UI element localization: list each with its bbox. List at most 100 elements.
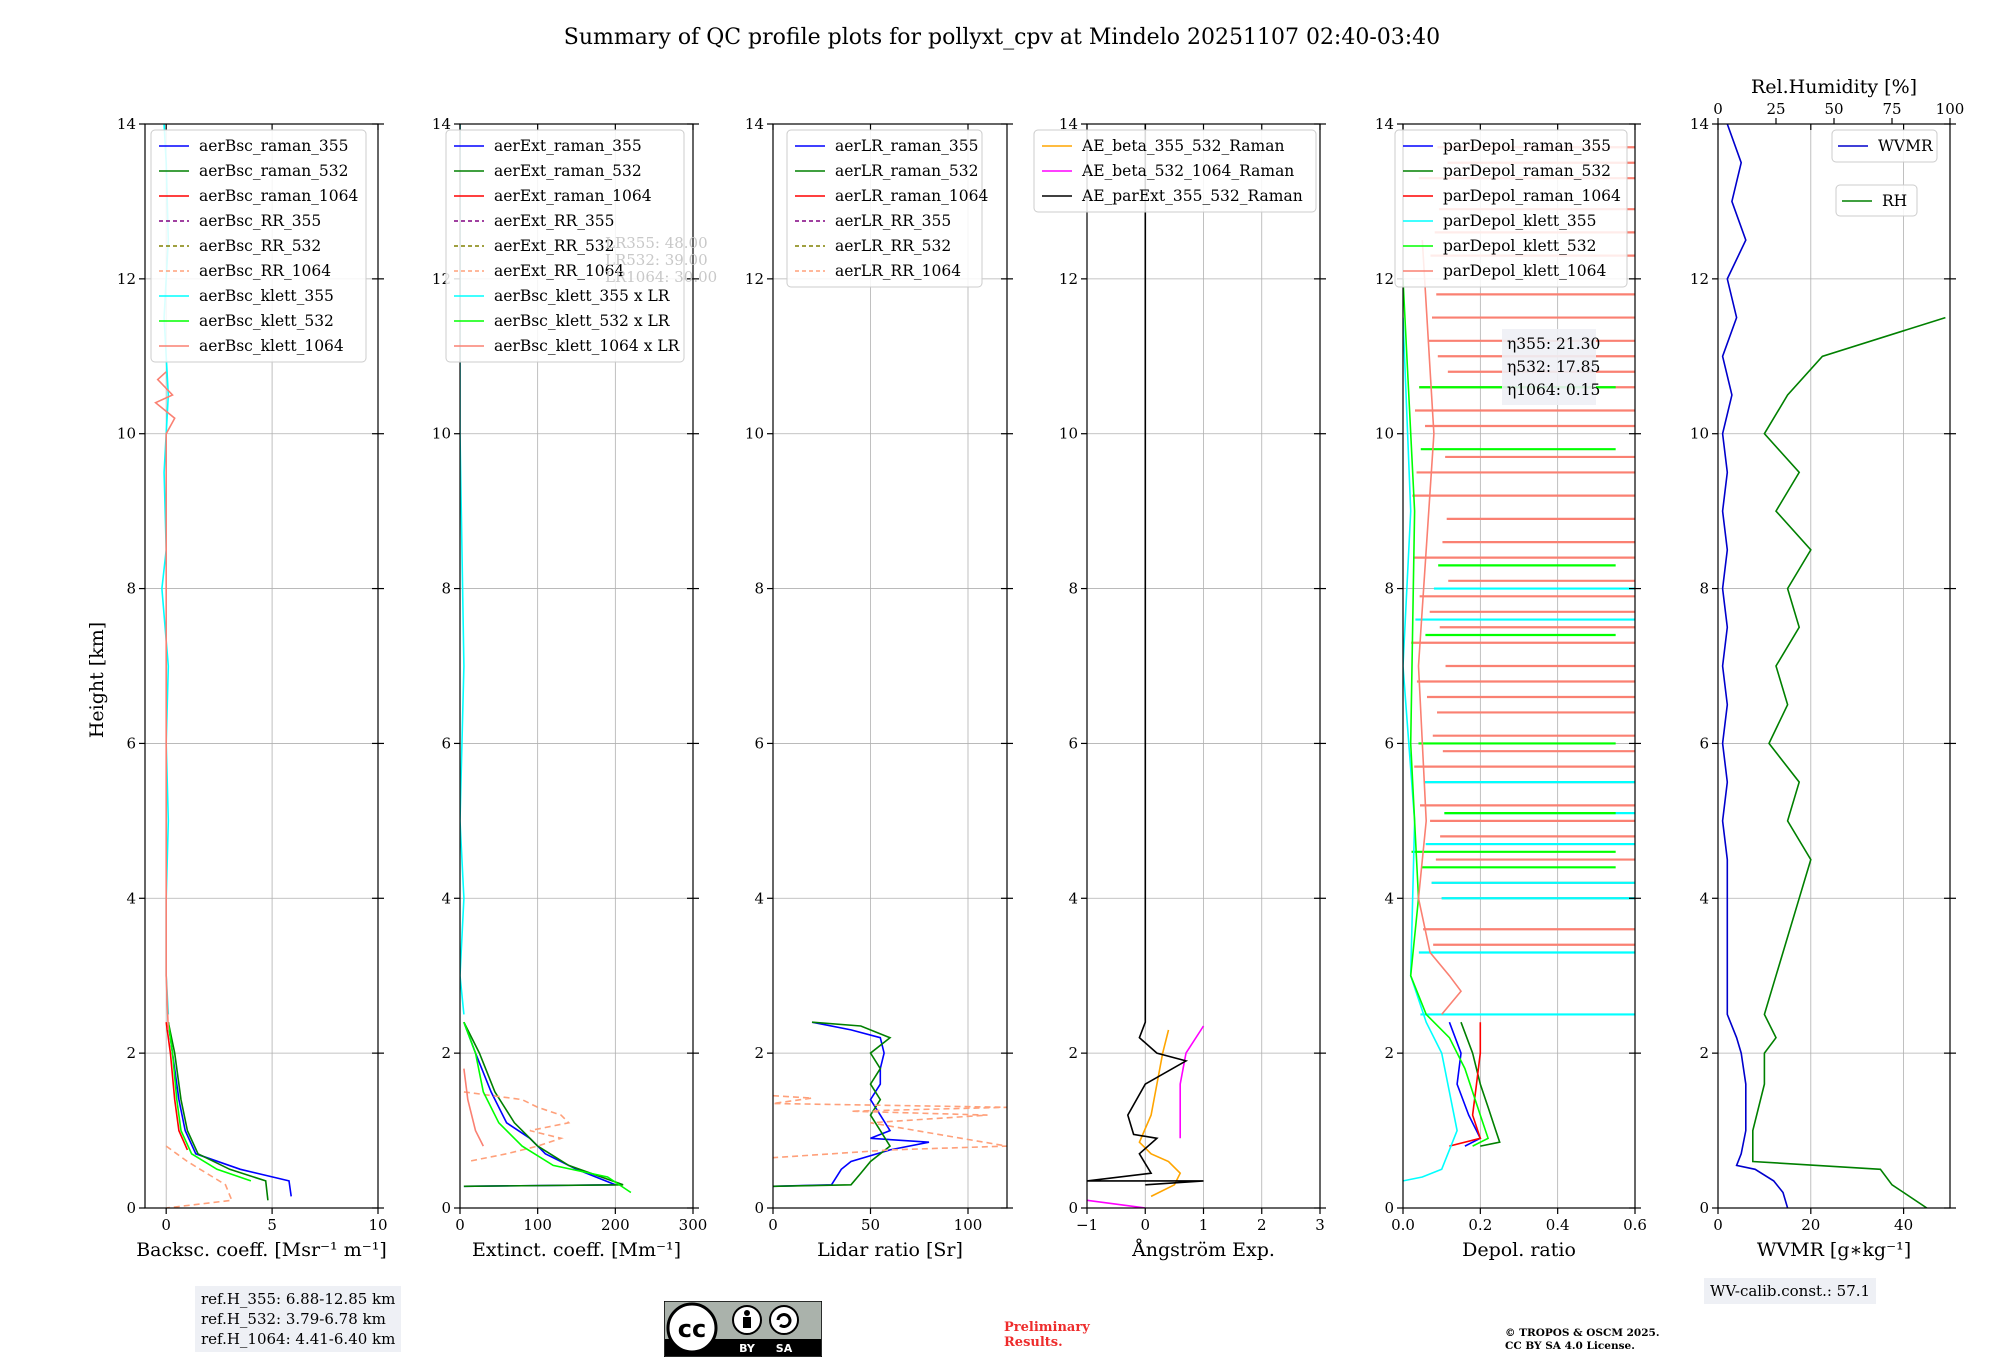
x-tick-label: 20	[1801, 1216, 1820, 1234]
axes-frame	[772, 123, 1008, 1209]
series-aerBsc_klett_1064 x LR	[463, 1068, 485, 1147]
y-tick-label: 4	[126, 889, 136, 907]
series-aerExt_RR_1064	[463, 1091, 571, 1163]
legend-label: aerLR_raman_532	[835, 162, 978, 180]
legend-label: AE_beta_355_532_Raman	[1081, 137, 1284, 155]
axes-frame	[144, 123, 379, 1209]
x-tick-label: 5	[267, 1216, 277, 1234]
legend-label: aerBsc_klett_532 x LR	[494, 312, 671, 330]
legend-label: aerBsc_klett_1064 x LR	[494, 337, 681, 355]
copyright-line-2: CC BY SA 4.0 License.	[1505, 1340, 1635, 1352]
x-tick-label: 100	[954, 1216, 983, 1234]
x2-tick-label: 0	[1713, 100, 1723, 118]
y-axis-label: Height [km]	[86, 622, 108, 738]
y-tick-label: 6	[1699, 734, 1709, 752]
x-axis-label: Lidar ratio [Sr]	[817, 1239, 963, 1261]
series-aerLR_raman_532	[773, 1021, 892, 1188]
plot-area	[773, 1021, 1007, 1188]
y-tick-label: 8	[1068, 580, 1078, 598]
x-tick-label: 0.4	[1546, 1216, 1570, 1234]
y-tick-label: 14	[1690, 115, 1709, 133]
x-axis-label: Depol. ratio	[1462, 1239, 1576, 1261]
legend: aerLR_raman_355 aerLR_raman_532 aerLR_rama…	[786, 129, 988, 288]
x2-axis-label: Rel.Humidity [%]	[1751, 76, 1917, 98]
legend-label: parDepol_raman_355	[1443, 137, 1611, 155]
axes-frame	[459, 123, 694, 1209]
x-axis-label: Extinct. coeff. [Mm⁻¹]	[472, 1239, 681, 1261]
panel-1: 0 5 10 0 2 4 6 8 10 12 14 Backsc. coeff. [Msr⁻¹ m⁻¹…	[117, 115, 388, 1261]
lr-annotation: LR532: 39.00	[605, 251, 708, 269]
y-tick-label: 12	[745, 270, 764, 288]
legend-label: parDepol_klett_532	[1443, 237, 1596, 255]
x-axis-label: WVMR [g∗kg⁻¹]	[1757, 1239, 1911, 1261]
y-tick-label: 4	[1384, 889, 1394, 907]
x2-tick-label: 75	[1882, 100, 1901, 118]
legend-label: aerBsc_RR_355	[199, 212, 321, 230]
series-aerLR_raman_355	[773, 1021, 930, 1188]
series-AE_parExt_355_532_Raman	[1087, 124, 1204, 1186]
legend-label: aerLR_RR_532	[835, 237, 951, 255]
y-tick-label: 6	[1384, 734, 1394, 752]
legend-box-wvmr	[1831, 129, 1938, 163]
y-tick-label: 2	[754, 1044, 764, 1062]
legend-label: aerBsc_RR_1064	[199, 262, 331, 280]
y-tick-label: 2	[126, 1044, 136, 1062]
y-tick-label: 12	[1375, 270, 1394, 288]
y-tick-label: 0	[1384, 1199, 1394, 1217]
cc-by-label: BY	[739, 1342, 756, 1355]
ref-height-532: ref.H_532: 3.79-6.78 km	[201, 1310, 386, 1328]
x-tick-label: 0	[161, 1216, 171, 1234]
legend-label: aerBsc_RR_532	[199, 237, 321, 255]
y-tick-label: 14	[1059, 115, 1078, 133]
y-tick-label: 0	[754, 1199, 764, 1217]
x-axis-label: Backsc. coeff. [Msr⁻¹ m⁻¹]	[136, 1239, 387, 1261]
x-tick-label: 0	[455, 1216, 465, 1234]
y-tick-label: 10	[117, 425, 136, 443]
ref-height-355: ref.H_355: 6.88-12.85 km	[201, 1290, 396, 1308]
legend-label: aerExt_RR_1064	[494, 262, 625, 280]
legend-label: aerLR_raman_355	[835, 137, 978, 155]
y-tick-label: 2	[1068, 1044, 1078, 1062]
y-tick-label: 0	[1068, 1199, 1078, 1217]
y-tick-label: 10	[745, 425, 764, 443]
legend-label: parDepol_raman_1064	[1443, 187, 1621, 205]
lr-annotation: LR1064: 30.00	[605, 268, 717, 286]
legend-label: aerExt_raman_532	[494, 162, 642, 180]
x-tick-label: 0.2	[1468, 1216, 1492, 1234]
y-tick-label: 14	[1375, 115, 1394, 133]
x-tick-label: 200	[601, 1216, 630, 1234]
x2-tick-label: 25	[1766, 100, 1785, 118]
y-tick-label: 6	[126, 734, 136, 752]
panel-6: 0 20 40 0 2 4 6 8 10 12 14 WVMR [g∗kg⁻¹] 0 25 50 75 100 R…	[1690, 76, 1964, 1261]
x-tick-label: 100	[523, 1216, 552, 1234]
y-tick-label: 14	[745, 115, 764, 133]
legend-label: parDepol_raman_532	[1443, 162, 1611, 180]
lr-annotation: LR355: 48.00	[605, 234, 708, 252]
series-parDepol_raman_532	[1460, 1021, 1501, 1147]
y-tick-label: 8	[126, 580, 136, 598]
x-tick-label: 0	[768, 1216, 778, 1234]
ref-height-1064: ref.H_1064: 4.41-6.40 km	[201, 1330, 396, 1348]
preliminary-line-1: Preliminary	[1004, 1320, 1090, 1335]
series-aerBsc_raman_355	[167, 1022, 292, 1197]
series-aerBsc_klett_532	[167, 1022, 252, 1182]
y-tick-label: 2	[441, 1044, 451, 1062]
legend-label: aerBsc_klett_1064	[199, 337, 344, 355]
eta-annotation: η532: 17.85	[1507, 358, 1600, 376]
legend-label: parDepol_klett_1064	[1443, 262, 1606, 280]
legend-label: aerBsc_klett_355	[199, 287, 334, 305]
series-RH	[1752, 316, 1946, 1208]
y-tick-label: 4	[1068, 889, 1078, 907]
y-tick-label: 14	[117, 115, 136, 133]
legend-label: aerExt_RR_532	[494, 237, 615, 255]
y-tick-label: 6	[754, 734, 764, 752]
legend-box	[786, 129, 983, 288]
x-tick-label: 0	[1140, 1216, 1150, 1234]
y-tick-label: 10	[432, 425, 451, 443]
y-tick-label: 10	[1690, 425, 1709, 443]
y-tick-label: 12	[117, 270, 136, 288]
copyright-note: © TROPOS & OSCM 2025. CC BY SA 4.0 Licen…	[1505, 1327, 1660, 1353]
preliminary-line-2: Results.	[1004, 1335, 1063, 1350]
